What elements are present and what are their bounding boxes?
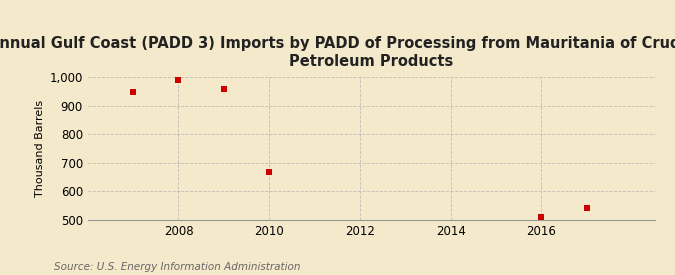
Point — [581, 206, 592, 210]
Point — [264, 170, 275, 174]
Point — [128, 90, 138, 94]
Y-axis label: Thousand Barrels: Thousand Barrels — [35, 100, 45, 197]
Title: Annual Gulf Coast (PADD 3) Imports by PADD of Processing from Mauritania of Crud: Annual Gulf Coast (PADD 3) Imports by PA… — [0, 37, 675, 69]
Point — [219, 87, 230, 92]
Text: Source: U.S. Energy Information Administration: Source: U.S. Energy Information Administ… — [54, 262, 300, 272]
Point — [173, 78, 184, 82]
Point — [536, 215, 547, 219]
